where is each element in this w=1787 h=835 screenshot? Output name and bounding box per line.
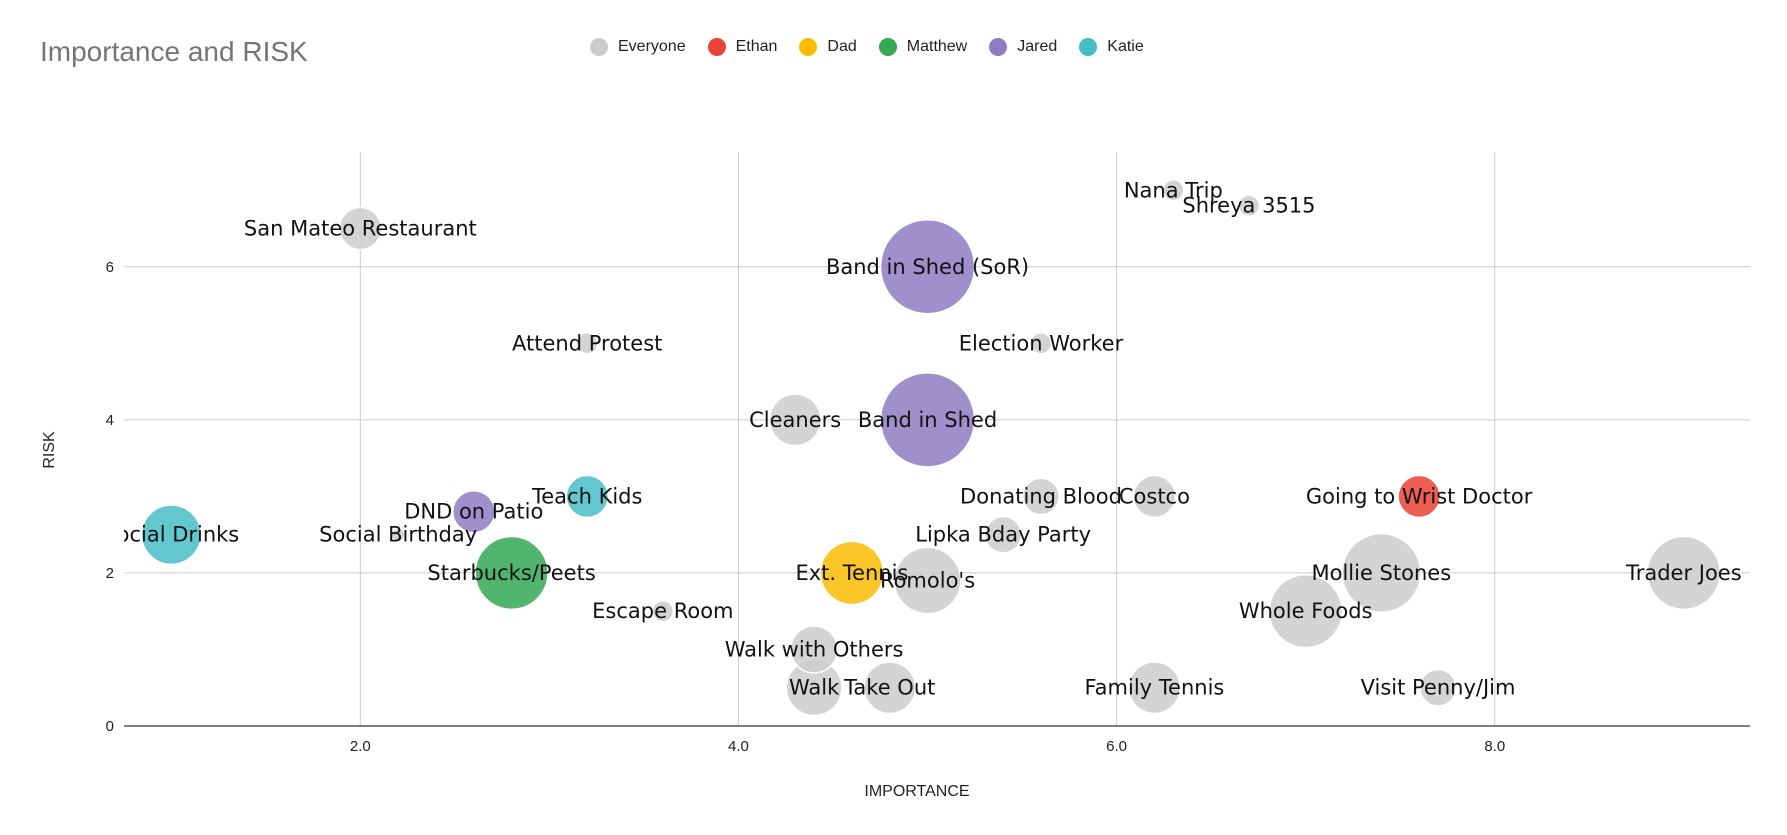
bubble-point xyxy=(1419,668,1457,707)
bubble-label: Mollie Stones xyxy=(1311,561,1451,585)
bubble-label: Escape Room xyxy=(592,599,733,623)
bubble-point xyxy=(768,393,822,447)
bubble-point xyxy=(565,474,609,519)
bubble-point xyxy=(819,540,885,606)
bubble-label: San Mateo Restaurant xyxy=(244,217,477,241)
bubble-label: Take Out xyxy=(843,676,935,700)
bubble-point xyxy=(1341,532,1422,614)
bubble-label: Social Birthday xyxy=(319,523,477,547)
y-tick-label: 0 xyxy=(106,718,114,735)
bubble-label: Shreya 3515 xyxy=(1182,194,1315,218)
bubble-label: DND on Patio xyxy=(404,500,543,524)
bubble-label: Nana Trip xyxy=(1124,178,1223,202)
legend-swatch xyxy=(989,38,1008,56)
legend-swatch xyxy=(878,38,897,56)
legend-label: Ethan xyxy=(735,38,778,55)
bubble-label: Costco xyxy=(1119,484,1190,508)
legend-swatch xyxy=(707,38,726,56)
legend-item[interactable]: Dad xyxy=(799,38,857,56)
bubble-point xyxy=(1268,574,1343,649)
bubble-label: Whole Foods xyxy=(1239,599,1373,623)
bubble-point xyxy=(1022,477,1060,516)
bubble-point xyxy=(1029,332,1053,355)
x-tick-label: 6.0 xyxy=(1106,738,1127,755)
bubble-label: Attend Protest xyxy=(512,331,662,355)
bubble-point xyxy=(140,504,202,566)
y-axis-label: RISK xyxy=(41,431,58,469)
y-tick-label: 4 xyxy=(106,412,114,429)
bubble-label: Social Drinks xyxy=(103,523,239,547)
legend-item[interactable]: Katie xyxy=(1079,38,1144,56)
bubble-label: Lipka Bday Party xyxy=(915,523,1091,547)
bubble-point xyxy=(863,661,917,715)
legend: Everyone Ethan Dad Matthew Jared Katie xyxy=(590,38,1144,56)
legend-item[interactable]: Everyone xyxy=(590,38,686,56)
chart-title: Importance and RISK xyxy=(40,36,308,67)
bubble-label: Visit Penny/Jim xyxy=(1361,676,1516,700)
x-tick-label: 2.0 xyxy=(350,738,371,755)
bubble-label: Walk with Others xyxy=(725,637,904,661)
bubble-label: Cleaners xyxy=(749,408,841,432)
bubble-point xyxy=(893,546,962,615)
bubble-label: Walk xyxy=(789,676,840,700)
bubble-label: Family Tennis xyxy=(1085,676,1225,700)
bubble-point xyxy=(474,535,549,611)
legend-label: Dad xyxy=(827,38,857,55)
y-tick-label: 2 xyxy=(106,565,114,582)
legend-label: Matthew xyxy=(906,38,968,55)
legend-item[interactable]: Jared xyxy=(989,38,1057,56)
y-tick-label: 6 xyxy=(106,259,114,276)
bubble-label: Donating Blood xyxy=(960,484,1122,508)
bubble-label: Ext. Tennis xyxy=(795,561,908,585)
bubble-label: Band in Shed xyxy=(858,408,997,432)
legend-label: Katie xyxy=(1107,38,1144,55)
bubble-point xyxy=(984,515,1023,554)
bubble-point xyxy=(1237,194,1261,217)
legend-label: Jared xyxy=(1017,38,1058,55)
bubble-label: Romolo's xyxy=(880,569,975,593)
bubble-point xyxy=(1162,179,1185,202)
legend-label: Everyone xyxy=(618,38,686,55)
legend-swatch xyxy=(590,38,608,56)
bubble-point xyxy=(1397,474,1441,519)
x-axis-label: IMPORTANCE xyxy=(864,783,969,800)
bubble-point xyxy=(1132,474,1177,519)
bubble-point xyxy=(879,219,976,315)
bubble-point xyxy=(1646,535,1721,611)
bubble-point xyxy=(1127,661,1181,715)
bubble-label: Starbucks/Peets xyxy=(427,561,595,585)
bubble-point xyxy=(575,332,599,355)
bubble-label: Trader Joes xyxy=(1625,561,1742,585)
bubble-label: Band in Shed (SoR) xyxy=(826,255,1029,279)
bubble-point xyxy=(651,599,675,623)
bubble-point xyxy=(390,527,406,543)
bubble-point xyxy=(338,206,383,251)
bubble-point xyxy=(879,372,976,468)
bubble-label: Election Worker xyxy=(959,331,1124,355)
legend-swatch xyxy=(1079,38,1098,56)
x-tick-label: 8.0 xyxy=(1484,738,1505,755)
bubble-point xyxy=(789,625,839,674)
legend-swatch xyxy=(799,38,818,56)
bubble-point xyxy=(452,489,496,534)
legend-item[interactable]: Matthew xyxy=(878,38,968,56)
x-tick-label: 4.0 xyxy=(728,738,749,755)
bubble-label: Going to Wrist Doctor xyxy=(1306,484,1533,508)
bubble-label: Teach Kids xyxy=(531,484,642,508)
legend-item[interactable]: Ethan xyxy=(707,38,778,56)
